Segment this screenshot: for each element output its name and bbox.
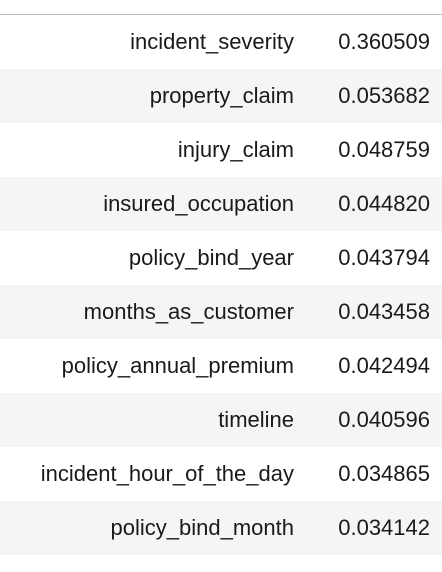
row-feature-name: policy_annual_premium <box>61 353 294 378</box>
row-importance-value: 0.360509 <box>338 29 430 54</box>
table-row: policy_annual_premium 0.042494 <box>0 339 442 393</box>
row-importance-value: 0.048759 <box>338 137 430 162</box>
row-importance-value: 0.043794 <box>338 245 430 270</box>
row-feature-name: incident_hour_of_the_day <box>40 461 294 486</box>
row-feature-name: months_as_customer <box>0 285 306 339</box>
row-importance-value: 0.044820 <box>306 177 442 231</box>
row-importance-value: 0.042494 <box>338 353 430 378</box>
table-row: policy_bind_month 0.034142 <box>0 501 442 555</box>
table-row: months_as_customer 0.043458 <box>0 285 442 339</box>
table-row: insured_occupation 0.044820 <box>0 177 442 231</box>
table-row: incident_hour_of_the_day 0.034865 <box>0 447 442 501</box>
table-top-border <box>0 0 442 15</box>
feature-importance-table-container: incident_severity 0.360509 property_clai… <box>0 0 442 555</box>
row-feature-name: injury_claim <box>177 137 294 162</box>
row-importance-value: 0.043458 <box>306 285 442 339</box>
row-importance-value: 0.040596 <box>306 393 442 447</box>
table-row: incident_severity 0.360509 <box>0 15 442 69</box>
table-row: timeline 0.040596 <box>0 393 442 447</box>
row-feature-name: policy_bind_year <box>128 245 294 270</box>
row-feature-name: incident_severity <box>130 29 294 54</box>
feature-importance-table: incident_severity 0.360509 property_clai… <box>0 15 442 555</box>
row-feature-name: policy_bind_month <box>0 501 306 555</box>
row-feature-name: timeline <box>0 393 306 447</box>
row-feature-name: property_claim <box>0 69 306 123</box>
table-row: property_claim 0.053682 <box>0 69 442 123</box>
row-importance-value: 0.034142 <box>306 501 442 555</box>
row-importance-value: 0.034865 <box>338 461 430 486</box>
table-row: policy_bind_year 0.043794 <box>0 231 442 285</box>
row-feature-name: insured_occupation <box>0 177 306 231</box>
table-row: injury_claim 0.048759 <box>0 123 442 177</box>
row-importance-value: 0.053682 <box>306 69 442 123</box>
